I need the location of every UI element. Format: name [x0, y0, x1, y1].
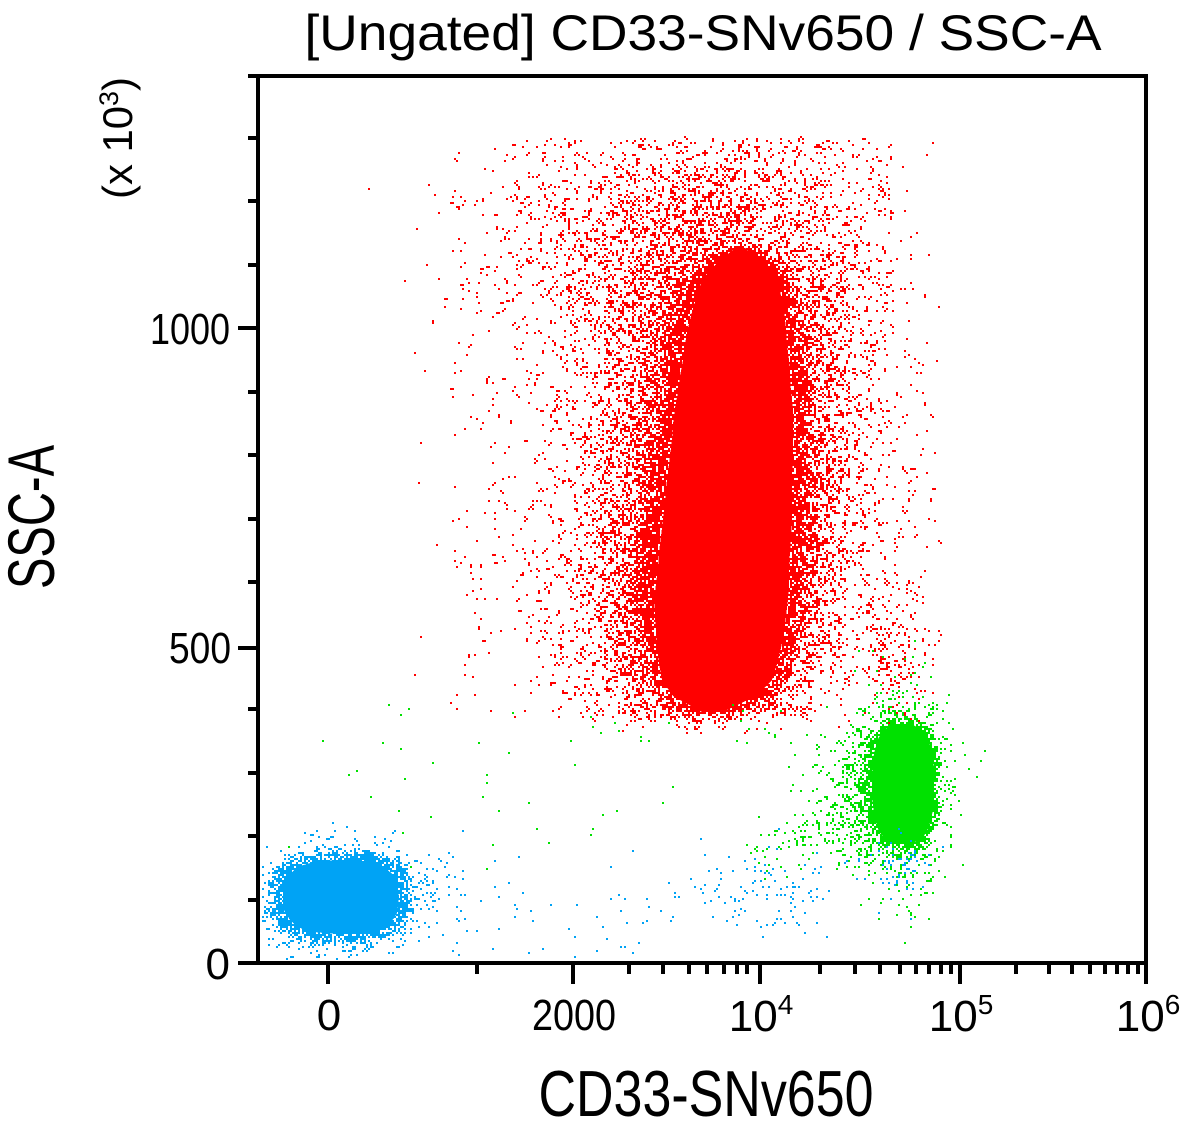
svg-text:CD33-SNv650: CD33-SNv650 [539, 1057, 874, 1126]
svg-text:[Ungated] CD33-SNv650 / SSC-A: [Ungated] CD33-SNv650 / SSC-A [305, 5, 1103, 61]
svg-text:0: 0 [206, 940, 230, 989]
svg-text:SSC-A: SSC-A [0, 445, 68, 589]
svg-text:0: 0 [317, 991, 341, 1040]
svg-text:2000: 2000 [532, 991, 616, 1040]
svg-text:500: 500 [169, 624, 231, 673]
svg-text:1000: 1000 [150, 305, 230, 354]
